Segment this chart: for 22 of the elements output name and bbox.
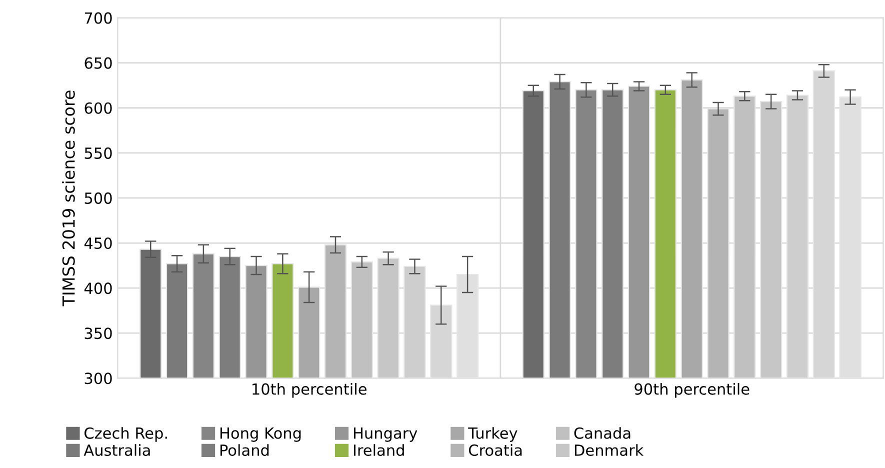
x-tick-label: 90th percentile	[634, 383, 750, 398]
legend-label: Poland	[220, 444, 269, 456]
legend-label: Canada	[574, 427, 630, 439]
y-tick-label: 650	[84, 57, 112, 69]
y-tick-label: 350	[84, 328, 112, 340]
y-tick-label: 450	[84, 237, 112, 250]
legend-label: Ireland	[354, 444, 404, 456]
legend-label: Czech Rep.	[84, 427, 167, 442]
y-tick-label: 550	[84, 147, 112, 159]
x-tick-label: 10th percentile	[252, 383, 366, 398]
y-tick-label: 500	[84, 192, 112, 204]
y-tick-label: 600	[84, 102, 112, 114]
legend-label: Hungary	[354, 428, 418, 442]
y-axis-title: TIMSS 2019 science score	[62, 90, 75, 306]
legend-label: Australia	[84, 444, 150, 456]
legend-label: Denmark	[574, 444, 644, 456]
y-tick-label: 400	[84, 282, 112, 294]
legend-label: Croatia	[468, 444, 522, 456]
y-tick-label: 700	[84, 12, 112, 24]
legend-label: Hong Kong	[220, 428, 301, 442]
y-tick-label: 300	[84, 372, 112, 384]
legend-label: Turkey	[468, 427, 518, 442]
